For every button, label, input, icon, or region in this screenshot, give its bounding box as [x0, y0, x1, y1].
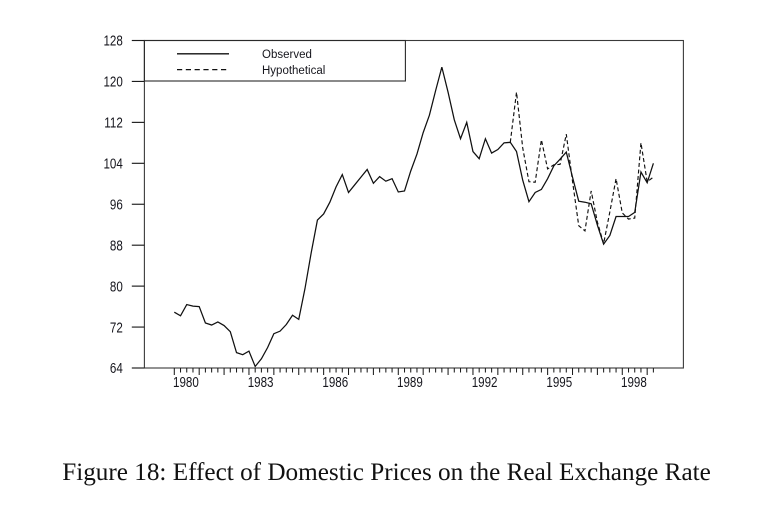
- svg-text:96: 96: [110, 196, 123, 213]
- svg-text:120: 120: [103, 73, 122, 90]
- svg-text:72: 72: [110, 319, 123, 336]
- svg-text:1995: 1995: [546, 374, 572, 391]
- svg-text:64: 64: [110, 360, 123, 377]
- svg-text:Observed: Observed: [262, 49, 312, 61]
- svg-text:88: 88: [110, 237, 123, 254]
- svg-text:1986: 1986: [322, 374, 348, 391]
- svg-text:80: 80: [110, 278, 123, 295]
- svg-text:128: 128: [103, 32, 122, 49]
- svg-text:1983: 1983: [248, 374, 274, 391]
- svg-text:104: 104: [103, 155, 122, 172]
- svg-text:112: 112: [104, 114, 122, 131]
- svg-text:1992: 1992: [472, 374, 498, 391]
- svg-text:1989: 1989: [397, 374, 423, 391]
- svg-text:1998: 1998: [621, 374, 647, 391]
- svg-text:Hypothetical: Hypothetical: [262, 65, 325, 77]
- svg-text:1980: 1980: [173, 374, 199, 391]
